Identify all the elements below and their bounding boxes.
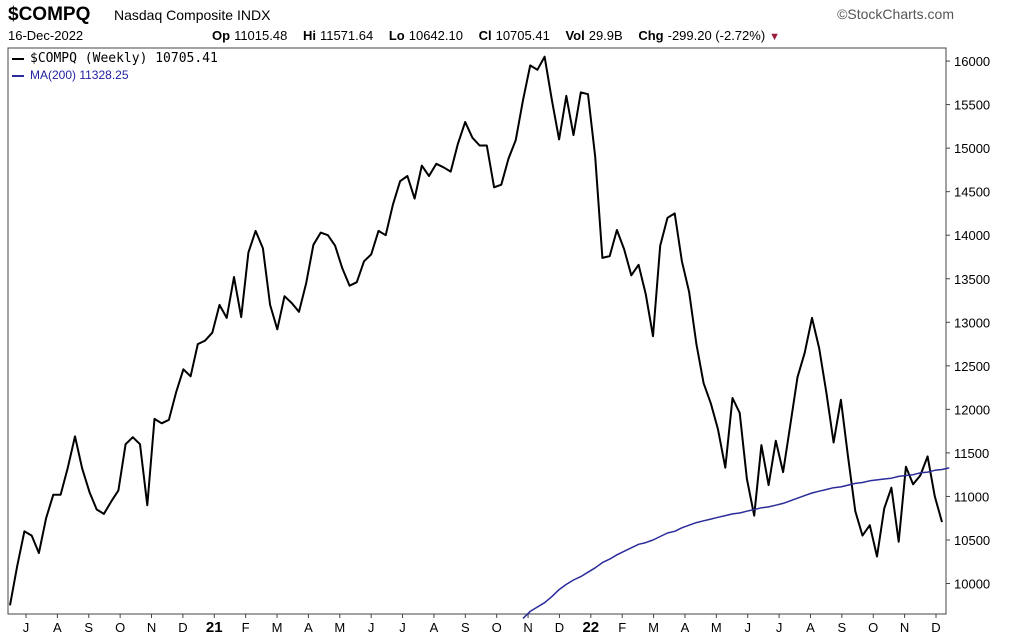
- x-tick-label: N: [523, 620, 532, 635]
- y-tick-label: 10000: [954, 577, 990, 592]
- x-tick-label: O: [492, 620, 502, 635]
- legend-item-ma: MA(200) 11328.25: [12, 67, 218, 84]
- x-tick-label: J: [368, 620, 375, 635]
- high-value: 11571.64: [319, 28, 374, 43]
- x-tick-label: O: [868, 620, 878, 635]
- chart-legend: $COMPQ (Weekly) 10705.41 MA(200) 11328.2…: [12, 50, 218, 84]
- close-value: 10705.41: [495, 28, 550, 43]
- x-tick-label: D: [931, 620, 940, 635]
- volume-label: Vol: [565, 28, 585, 43]
- quote-date: 16-Dec-2022: [8, 28, 84, 43]
- x-tick-label: M: [334, 620, 345, 635]
- low-label: Lo: [388, 28, 405, 43]
- x-tick-label: F: [242, 620, 250, 635]
- ma-line-swatch-icon: [12, 74, 24, 77]
- y-tick-label: 14000: [954, 228, 990, 243]
- change-value: -299.20 (-2.72%): [667, 28, 766, 43]
- close-label: Cl: [478, 28, 492, 43]
- y-tick-label: 12000: [954, 402, 990, 417]
- x-tick-label: O: [115, 620, 125, 635]
- y-tick-label: 13500: [954, 272, 990, 287]
- symbol-label: $COMPQ: [8, 4, 91, 25]
- exchange-label: INDX: [236, 7, 271, 23]
- y-axis: 10000 10500 11000 11500 12000 12500 13000 13500…: [946, 54, 990, 592]
- x-tick-label: A: [430, 620, 439, 635]
- x-tick-label: D: [178, 620, 187, 635]
- x-axis: J A S O N D 21 F M A M J J A S O N D 22 F M A M J J A S O N D: [23, 614, 941, 636]
- x-tick-label: D: [555, 620, 564, 635]
- y-tick-label: 16000: [954, 54, 990, 69]
- open-label: Op: [212, 28, 231, 43]
- x-tick-label: N: [900, 620, 909, 635]
- quote-bar: Op 11015.48 Hi 11571.64 Lo 10642.10 Cl 10705…: [212, 28, 780, 43]
- x-tick-label: A: [681, 620, 690, 635]
- x-tick-label: A: [806, 620, 815, 635]
- y-tick-label: 11000: [954, 489, 989, 504]
- legend-item-price: $COMPQ (Weekly) 10705.41: [12, 50, 218, 67]
- price-line-swatch-icon: [12, 57, 24, 60]
- x-tick-label: M: [648, 620, 659, 635]
- down-triangle-icon: ▼: [769, 31, 781, 43]
- x-tick-label: S: [838, 620, 847, 635]
- low-value: 10642.10: [408, 28, 463, 43]
- x-tick-label: M: [711, 620, 722, 635]
- legend-ma-label: MA(200) 11328.25: [30, 68, 129, 82]
- y-tick-label: 10500: [954, 533, 990, 548]
- high-label: Hi: [302, 28, 316, 43]
- x-tick-label: A: [304, 620, 313, 635]
- series-layer: [9, 55, 950, 619]
- y-tick-label: 11500: [954, 446, 989, 461]
- x-tick-label: N: [147, 620, 156, 635]
- plot-frame: [7, 47, 947, 615]
- legend-price-label: $COMPQ (Weekly) 10705.41: [30, 51, 218, 66]
- x-tick-label: M: [272, 620, 283, 635]
- open-value: 11015.48: [234, 28, 288, 43]
- x-tick-label: S: [461, 620, 470, 635]
- change-label: Chg: [638, 28, 664, 43]
- stockcharts-logo[interactable]: ©StockCharts.com: [837, 6, 954, 22]
- y-tick-label: 14500: [954, 185, 990, 200]
- chart-header: $COMPQ Nasdaq Composite INDX ©StockChart…: [0, 0, 1024, 46]
- volume-value: 29.9B: [588, 28, 623, 43]
- y-tick-label: 13000: [954, 315, 990, 330]
- x-tick-label: A: [53, 620, 62, 635]
- y-tick-label: 12500: [954, 359, 990, 374]
- x-tick-label: S: [84, 620, 93, 635]
- y-tick-label: 15500: [954, 98, 990, 113]
- ma200-series-line: [522, 467, 950, 619]
- index-name-text: Nasdaq Composite: [114, 7, 234, 23]
- price-series-line: [9, 55, 943, 606]
- x-tick-label: J: [399, 620, 406, 635]
- y-tick-label: 15000: [954, 141, 990, 156]
- x-tick-label: J: [744, 620, 751, 635]
- x-tick-label: F: [618, 620, 626, 635]
- x-tick-label: J: [23, 620, 30, 635]
- index-name: Nasdaq Composite INDX: [114, 7, 270, 23]
- x-tick-label: 22: [582, 619, 599, 636]
- x-tick-label: J: [776, 620, 783, 635]
- x-tick-label: 21: [206, 619, 223, 636]
